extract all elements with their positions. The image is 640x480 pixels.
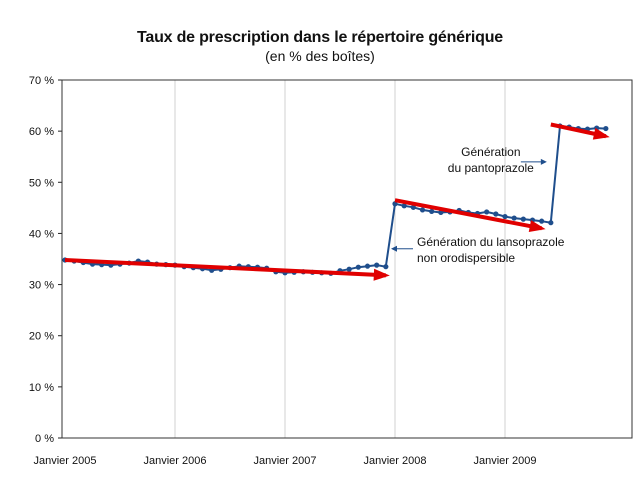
data-point bbox=[502, 213, 508, 220]
trend-layer bbox=[64, 122, 610, 281]
x-tick-label: Janvier 2008 bbox=[364, 455, 427, 467]
annotation-arrowhead bbox=[391, 245, 397, 252]
plot-frame bbox=[61, 79, 633, 439]
data-point bbox=[603, 125, 609, 132]
data-point bbox=[548, 220, 554, 226]
data-point bbox=[383, 264, 389, 270]
annotation-arrowhead bbox=[540, 158, 547, 165]
y-tick-label: 20 % bbox=[29, 331, 54, 343]
chart-subtitle: (en % des boîtes) bbox=[265, 48, 375, 64]
axes: Janvier 2005 Janvier 2006 Janvier 2007 Janv… bbox=[29, 75, 633, 467]
annotation-label: du pantoprazole bbox=[448, 161, 534, 175]
y-tick-label: 40 % bbox=[29, 228, 54, 240]
data-point bbox=[364, 263, 371, 269]
data-point bbox=[355, 264, 361, 270]
data-point bbox=[346, 266, 352, 272]
grid bbox=[174, 80, 506, 438]
series-line bbox=[64, 124, 606, 275]
y-tick-label: 0 % bbox=[35, 433, 54, 445]
x-tick-label: Janvier 2009 bbox=[474, 455, 537, 467]
data-point bbox=[410, 204, 416, 210]
data-point bbox=[429, 208, 435, 215]
annotation-label: non orodispersible bbox=[417, 251, 515, 265]
x-tick-label: Janvier 2007 bbox=[254, 455, 317, 467]
trend-arrowhead bbox=[592, 127, 610, 140]
y-tick-label: 70 % bbox=[29, 75, 54, 87]
data-point bbox=[511, 215, 517, 221]
x-tick-label: Janvier 2005 bbox=[34, 455, 97, 467]
trend-line bbox=[64, 258, 386, 278]
y-tick-label: 60 % bbox=[29, 126, 54, 138]
data-point bbox=[419, 207, 426, 213]
annotation-label: Génération du lansoprazole bbox=[417, 235, 565, 249]
trend-arrowhead bbox=[528, 220, 546, 232]
trend-line bbox=[394, 198, 543, 231]
data-point bbox=[484, 209, 490, 215]
data-point bbox=[493, 211, 499, 217]
data-point bbox=[520, 216, 526, 222]
y-tick-label: 30 % bbox=[29, 280, 54, 292]
x-tick-label: Janvier 2006 bbox=[144, 455, 207, 467]
data-point bbox=[401, 203, 407, 209]
annotation-label: Génération bbox=[461, 145, 520, 159]
annotation-layer: Génération du pantoprazole Génération du l… bbox=[391, 145, 565, 265]
data-point bbox=[539, 218, 545, 224]
y-tick-label: 10 % bbox=[29, 382, 54, 394]
trend-arrowhead bbox=[373, 268, 390, 281]
series-layer bbox=[62, 123, 609, 276]
data-point bbox=[374, 262, 380, 268]
chart-title: Taux de prescription dans le répertoire … bbox=[136, 29, 503, 46]
y-tick-label: 50 % bbox=[29, 177, 54, 189]
